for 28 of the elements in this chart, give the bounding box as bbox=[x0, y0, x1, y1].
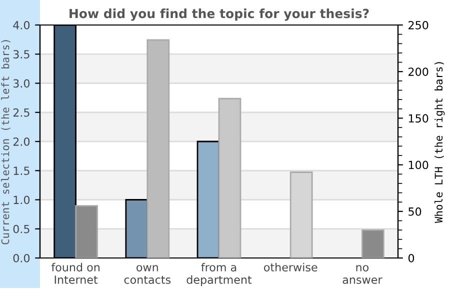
y2-tick-label: 0 bbox=[408, 254, 414, 262]
y-tick-label: 2.5 bbox=[13, 108, 30, 117]
y-tick-label: 0.0 bbox=[13, 254, 30, 262]
y2-tick-label: 50 bbox=[408, 207, 422, 216]
y2-tick-label: 100 bbox=[408, 160, 428, 170]
y-axis-title: Current selection (the left bars) bbox=[1, 40, 10, 244]
y-tick-label: 4.0 bbox=[13, 20, 30, 30]
bar bbox=[362, 229, 384, 258]
chart-title: How did you find the topic for your thesis? bbox=[70, 8, 369, 21]
y2-tick-label: 250 bbox=[408, 20, 428, 30]
y-tick-label: 1.5 bbox=[14, 166, 30, 176]
y-tick-label: 1.0 bbox=[14, 196, 30, 204]
x-tick-label: own contacts bbox=[124, 265, 171, 284]
y2-tick-label: 150 bbox=[408, 114, 428, 123]
y2-axis-title: Whole LTH (the right bars) bbox=[434, 62, 445, 224]
x-tick-label: otherwise bbox=[264, 262, 318, 272]
y-tick-label: 3.5 bbox=[13, 50, 30, 59]
x-tick-label: no answer bbox=[342, 265, 382, 284]
x-tick-label: from a department bbox=[186, 262, 252, 286]
bar bbox=[146, 39, 170, 258]
bar bbox=[75, 205, 98, 258]
y2-tick-label: 200 bbox=[408, 68, 428, 76]
y-tick-label: 2.0 bbox=[13, 137, 30, 146]
bar bbox=[54, 25, 76, 258]
bar bbox=[125, 199, 148, 258]
y-tick-label: 3.0 bbox=[13, 79, 30, 88]
y-tick-label: 0.5 bbox=[13, 224, 30, 234]
x-tick-label: found on Internet bbox=[51, 262, 100, 284]
